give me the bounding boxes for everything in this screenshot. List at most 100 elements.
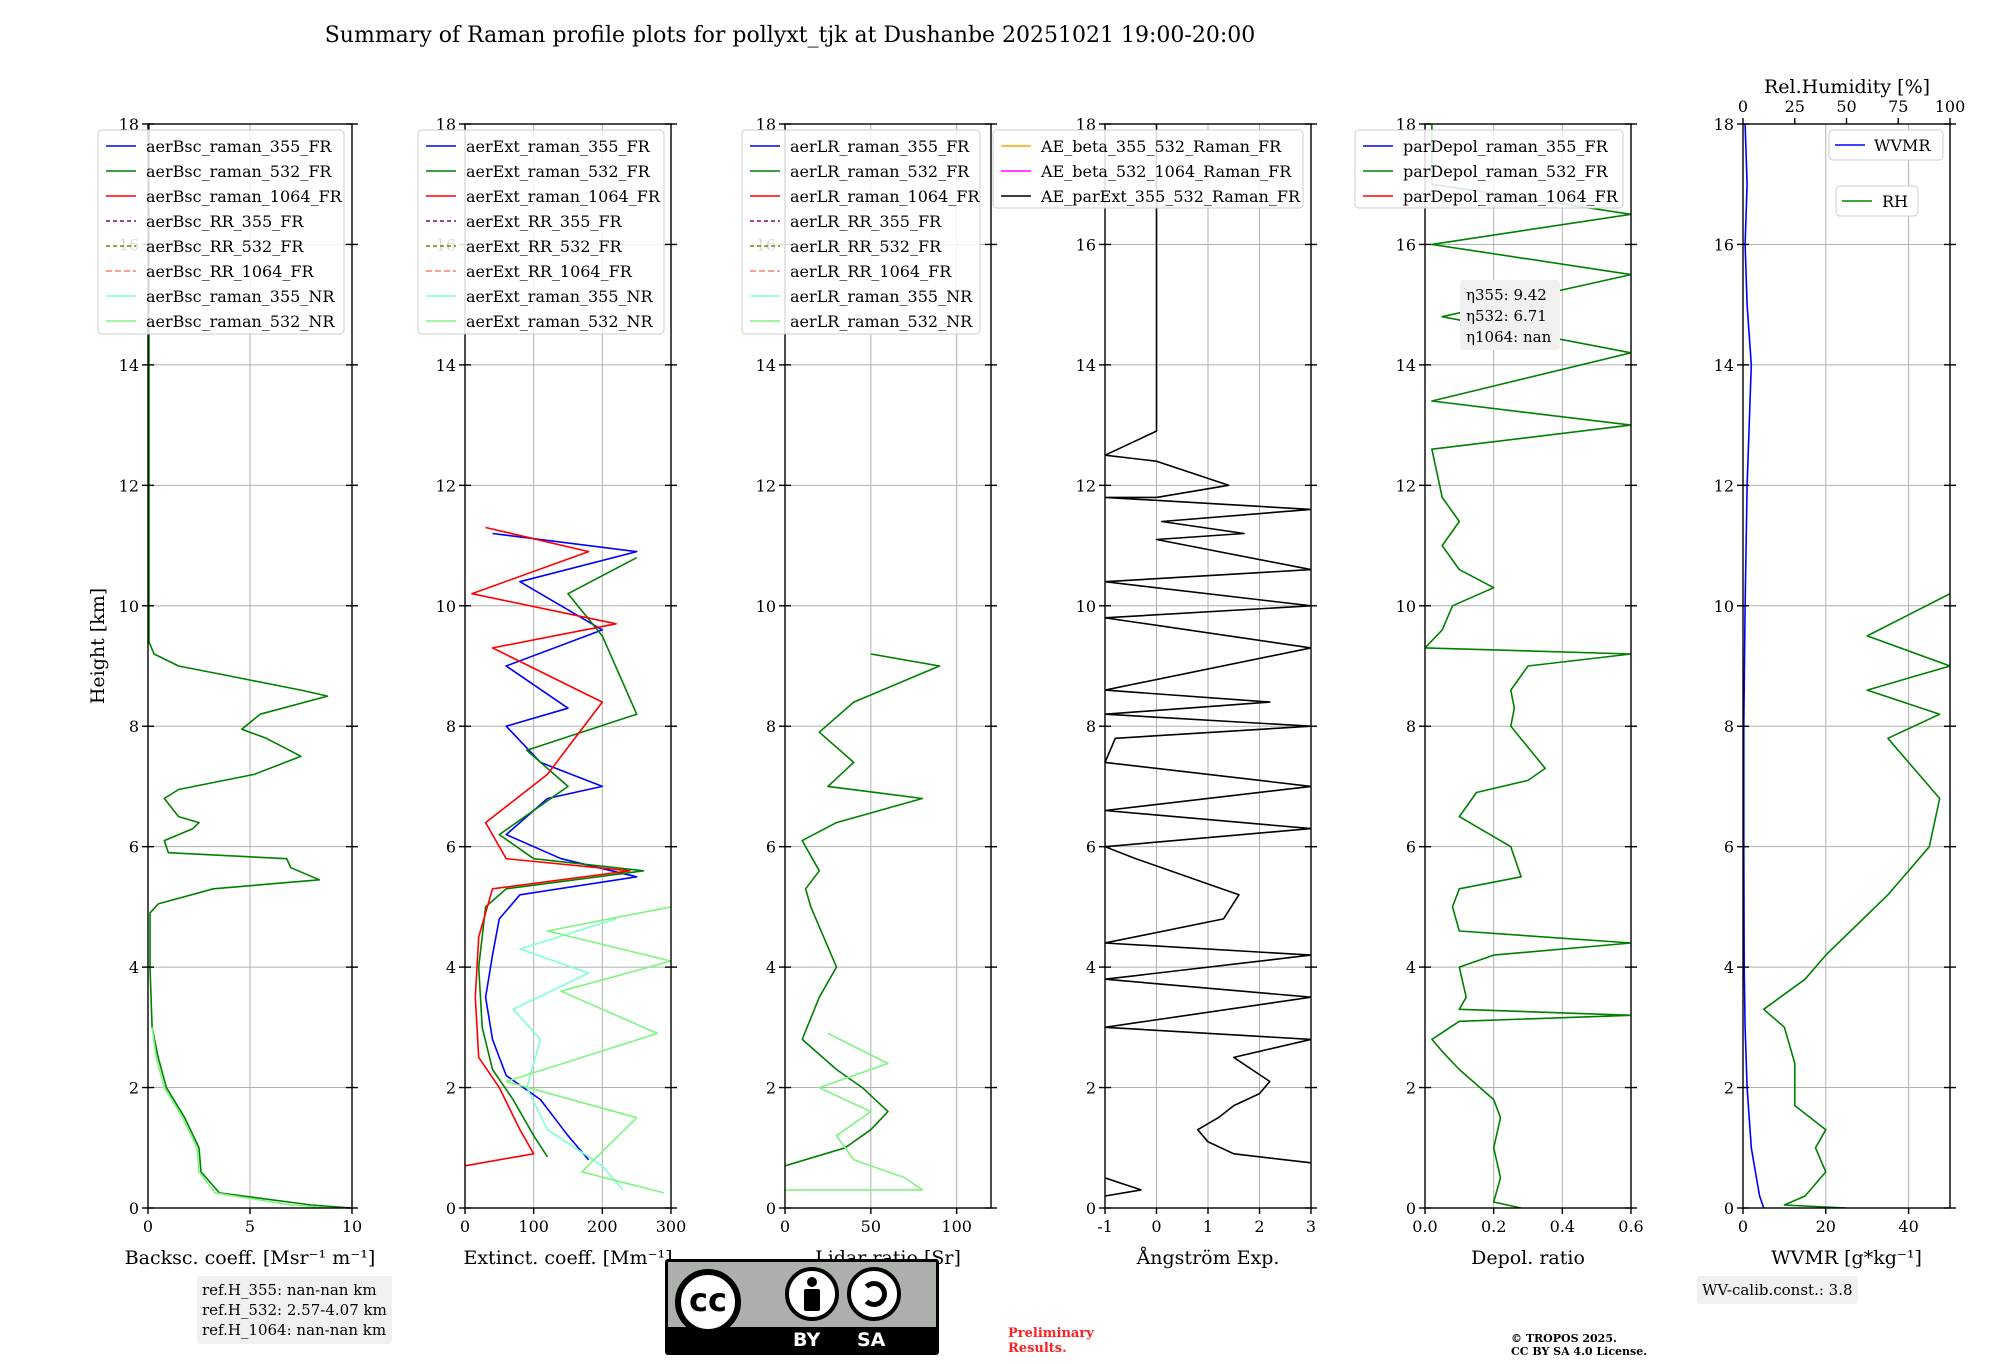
legend: aerBsc_raman_355_FR aerBsc_raman_532_FRae… — [97, 129, 345, 335]
figure-title: Summary of Raman profile plots for polly… — [325, 23, 1256, 48]
series-line-parDepol_raman_532_FR — [1425, 124, 1631, 1208]
y-tick-label: 10 — [756, 597, 776, 616]
series-line-aerExt_raman_532_FR — [477, 556, 645, 1158]
x-axis-label: WVMR [g*kg⁻¹] — [1771, 1247, 1922, 1269]
legend-label: aerLR_raman_355_NR — [790, 287, 973, 306]
top-x-tick-label: 75 — [1888, 97, 1908, 116]
y-tick-label: 8 — [766, 717, 776, 736]
legend-label: aerLR_RR_1064_FR — [790, 262, 952, 281]
x-tick-label: 0.0 — [1412, 1217, 1437, 1236]
x-tick-label: 0 — [1738, 1217, 1748, 1236]
x-tick-label: 10 — [342, 1217, 362, 1236]
legend-label: aerExt_raman_355_NR — [466, 287, 654, 306]
legend-box-rh — [1835, 185, 1919, 217]
legend-label: aerBsc_raman_532_FR — [146, 162, 332, 181]
legend-label: aerBsc_raman_1064_FR — [146, 187, 343, 206]
eta-value: η1064: nan — [1466, 328, 1552, 346]
y-tick-label: 0 — [1724, 1199, 1734, 1218]
series-line-AE_parExt_355_532_Raman_FR_low — [1105, 1177, 1142, 1197]
legend-label: aerExt_RR_532_FR — [466, 237, 623, 256]
y-tick-label: 4 — [1086, 958, 1096, 977]
y-tick-label: 0 — [129, 1199, 139, 1218]
y-tick-label: 0 — [446, 1199, 456, 1218]
series-line-WVMR — [1743, 124, 1765, 1208]
attribution-icon — [785, 1267, 839, 1321]
y-axis-label: Height [km] — [87, 588, 109, 704]
legend-label: aerLR_raman_355_FR — [790, 137, 970, 156]
y-tick-label: 2 — [1406, 1079, 1416, 1098]
y-tick-label: 18 — [436, 115, 456, 134]
y-tick-label: 4 — [1406, 958, 1416, 977]
x-tick-label: 0.6 — [1618, 1217, 1643, 1236]
y-tick-label: 14 — [436, 356, 456, 375]
y-tick-label: 4 — [446, 958, 456, 977]
eta-annotation: η355: 9.42 η532: 6.71 η1064: nan — [1460, 280, 1560, 350]
y-tick-label: 14 — [1396, 356, 1416, 375]
wv-calibration-box: WV-calib.const.: 3.8 — [1697, 1276, 1858, 1304]
legend-label: aerExt_raman_355_FR — [466, 137, 651, 156]
copyright-line-1: © TROPOS 2025. — [1511, 1332, 1617, 1345]
axes-frame — [1424, 123, 1632, 1209]
legend-label: aerBsc_RR_532_FR — [146, 237, 304, 256]
y-tick-label: 8 — [446, 717, 456, 736]
cc-sa-label: SA — [857, 1329, 886, 1351]
wv-calibration-constant: WV-calib.const.: 3.8 — [1702, 1281, 1853, 1299]
y-tick-label: 6 — [1724, 838, 1734, 857]
x-tick-label: 0 — [460, 1217, 470, 1236]
legend-box-wvmr — [1828, 129, 1944, 161]
x-tick-label: 0.4 — [1550, 1217, 1575, 1236]
y-tick-label: 18 — [1396, 115, 1416, 134]
cc-circle-icon: cc — [675, 1269, 741, 1335]
series-line-aerLR_raman_532_NR — [785, 1032, 924, 1191]
y-tick-label: 16 — [1076, 235, 1096, 254]
x-tick-label: 2 — [1254, 1217, 1264, 1236]
top-x-tick-label: 100 — [1935, 97, 1966, 116]
y-tick-label: 12 — [1076, 476, 1096, 495]
y-tick-label: 12 — [1396, 476, 1416, 495]
series-group — [1425, 124, 1631, 1208]
legend-label: AE_parExt_355_532_Raman_FR — [1040, 187, 1301, 206]
series-group — [1105, 124, 1311, 1197]
top-x-tick-label: 0 — [1738, 97, 1748, 116]
top-axis-label: Rel.Humidity [%] — [1764, 76, 1930, 98]
legend-label: aerBsc_RR_355_FR — [146, 212, 304, 231]
x-tick-label: 0 — [1151, 1217, 1161, 1236]
x-tick-label: 100 — [941, 1217, 972, 1236]
series-group — [465, 526, 671, 1194]
y-tick-label: 14 — [119, 356, 139, 375]
y-tick-label: 2 — [1724, 1079, 1734, 1098]
y-tick-label: 12 — [1714, 476, 1734, 495]
panel-depol: 0 2 4 6 8 10 12 14 16 18 0.0 0.2 0.4 0.6 Depol. ratio p… — [1354, 115, 1644, 1269]
y-tick-label: 12 — [119, 476, 139, 495]
x-tick-label: 3 — [1306, 1217, 1316, 1236]
x-tick-label: 5 — [245, 1217, 255, 1236]
y-tick-label: 8 — [1724, 717, 1734, 736]
legend-label: aerLR_RR_532_FR — [790, 237, 942, 256]
cc-by-sa-logo: cc BY SA — [665, 1259, 939, 1355]
legend-label: aerLR_raman_532_FR — [790, 162, 970, 181]
legend-label: aerExt_raman_532_FR — [466, 162, 651, 181]
y-tick-label: 4 — [1724, 958, 1734, 977]
eta-value: η532: 6.71 — [1466, 307, 1547, 325]
y-tick-label: 2 — [766, 1079, 776, 1098]
legend-label: parDepol_raman_1064_FR — [1403, 187, 1619, 206]
legend-label: parDepol_raman_355_FR — [1403, 137, 1609, 156]
y-tick-label: 2 — [446, 1079, 456, 1098]
legend-box — [1354, 129, 1624, 209]
y-tick-label: 18 — [1714, 115, 1734, 134]
y-tick-label: 6 — [766, 838, 776, 857]
y-tick-label: 12 — [436, 476, 456, 495]
y-tick-label: 0 — [1086, 1199, 1096, 1218]
axes-frame — [1742, 123, 1951, 1209]
copyright-note: © TROPOS 2025. CC BY SA 4.0 License. — [1511, 1332, 1647, 1358]
y-tick-label: 10 — [1076, 597, 1096, 616]
copyright-line-2: CC BY SA 4.0 License. — [1511, 1345, 1648, 1358]
y-tick-label: 4 — [766, 958, 776, 977]
series-line-aerBsc_raman_532_NR — [151, 1027, 332, 1208]
legend-label: aerExt_raman_1064_FR — [466, 187, 661, 206]
y-tick-label: 2 — [129, 1079, 139, 1098]
series-line-aerExt_raman_355_NR — [512, 918, 624, 1191]
y-tick-label: 10 — [1714, 597, 1734, 616]
y-tick-label: 18 — [756, 115, 776, 134]
